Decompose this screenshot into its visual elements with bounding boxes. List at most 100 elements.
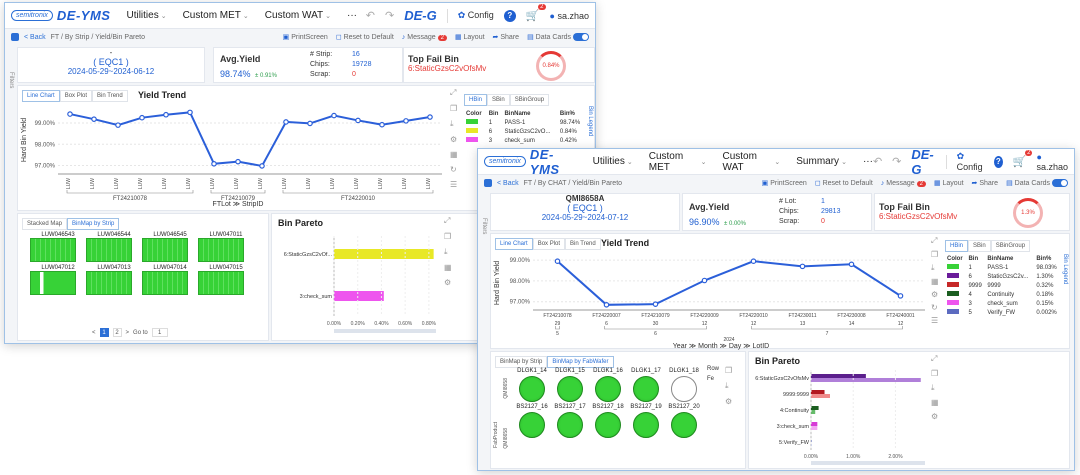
menu-custom-met[interactable]: Custom MET ⌄ [648, 150, 707, 173]
wafer-map[interactable] [633, 412, 659, 438]
redo-icon[interactable]: ↷ [892, 156, 902, 168]
wafer-map[interactable] [671, 376, 697, 402]
copy-icon[interactable]: ❐ [725, 366, 733, 375]
undo-icon[interactable]: ↶ [872, 156, 883, 168]
strip-binmap[interactable] [86, 238, 132, 262]
strip-binmap[interactable] [142, 238, 188, 262]
message-button[interactable]: ♪ Message 2 [881, 180, 926, 187]
reset-default-button[interactable]: ◻ Reset to Default [335, 34, 394, 41]
tab-binmap-strip[interactable]: BinMap by Strip [495, 356, 548, 368]
wafer-map[interactable] [595, 376, 621, 402]
list-icon[interactable]: ☰ [931, 316, 939, 325]
printscreen-button[interactable]: ▣ PrintScreen [761, 180, 807, 187]
tab-sbin[interactable]: SBin [487, 94, 510, 106]
share-button[interactable]: ➦ Share [971, 180, 999, 187]
menu-toggle-icon[interactable] [11, 33, 19, 41]
cart-icon[interactable]: 🛒 2 [1012, 150, 1033, 168]
copy-icon[interactable]: ❐ [931, 369, 939, 378]
refresh-icon[interactable]: ↻ [931, 303, 938, 312]
download-icon[interactable]: ⤓ [450, 119, 454, 128]
menu-custom-met[interactable]: Custom MET ⌄ [182, 10, 249, 21]
filters-tab[interactable]: Filters [8, 71, 14, 89]
de-g-logo[interactable]: DE-G [404, 8, 437, 23]
data-cards-toggle[interactable]: ▤ Data Cards [527, 33, 589, 42]
copy-icon[interactable]: ❐ [444, 232, 452, 241]
strip-binmap[interactable] [198, 238, 244, 262]
back-link[interactable]: < Back [497, 179, 519, 187]
tab-bin-trend[interactable]: Bin Trend [565, 238, 601, 250]
pareto-chart[interactable]: 6:StaticGzsC2vOf... 3:check_sum 0.00% 0.20%… [272, 230, 442, 336]
bin-legend-tab[interactable]: Bin Legend [587, 106, 593, 137]
config-button[interactable]: ✿ Config [956, 151, 983, 172]
settings-icon[interactable]: ⚙ [450, 135, 458, 144]
message-button[interactable]: ♪ Message 2 [402, 34, 447, 41]
list-icon[interactable]: ☰ [450, 180, 458, 189]
tab-stacked-map[interactable]: Stacked Map [22, 218, 68, 230]
layout-button[interactable]: ▦ Layout [933, 180, 964, 187]
settings-icon[interactable]: ⚙ [931, 412, 939, 421]
expand-icon[interactable]: ⤢ [450, 88, 457, 97]
menu-more[interactable]: ··· [862, 156, 873, 167]
menu-custom-wat[interactable]: Custom WAT ⌄ [722, 150, 781, 173]
table-icon[interactable]: ▦ [450, 150, 458, 159]
bin-legend-tab[interactable]: Bin Legend [1062, 254, 1068, 285]
de-g-logo[interactable]: DE-G [911, 148, 934, 177]
tab-sbingroup[interactable]: SBinGroup [990, 240, 1031, 252]
help-icon[interactable]: ? [993, 155, 1003, 168]
page-1[interactable]: 1 [99, 328, 109, 337]
tab-sbingroup[interactable]: SBinGroup [509, 94, 550, 106]
brand-title[interactable]: DE-YMS [529, 148, 560, 177]
menu-toggle-icon[interactable] [484, 179, 492, 187]
cart-icon[interactable]: 🛒 2 [525, 4, 546, 22]
wafer-map[interactable] [595, 412, 621, 438]
strip-binmap[interactable] [86, 271, 132, 295]
wafer-map[interactable] [633, 376, 659, 402]
download-icon[interactable]: ⤓ [931, 383, 935, 392]
tab-sbin[interactable]: SBin [968, 240, 991, 252]
strip-binmap[interactable] [198, 271, 244, 295]
wafer-map[interactable] [519, 376, 545, 402]
download-icon[interactable]: ⤓ [931, 263, 935, 272]
printscreen-button[interactable]: ▣ PrintScreen [282, 34, 328, 41]
goto-input[interactable]: 1 [151, 328, 168, 337]
strip-binmap[interactable] [30, 238, 76, 262]
next-page[interactable]: > [125, 329, 130, 336]
table-icon[interactable]: ▦ [931, 277, 939, 286]
tab-binmap-fabwafer[interactable]: BinMap by FabWafer [547, 356, 614, 368]
back-link[interactable]: < Back [24, 33, 46, 41]
expand-icon[interactable]: ⤢ [931, 354, 938, 363]
tab-bin-trend[interactable]: Bin Trend [92, 90, 128, 102]
redo-icon[interactable]: ↷ [385, 10, 395, 22]
yield-trend-chart[interactable]: Hard Bin Yield 99.00% 98.00% 97.00% FT242100… [491, 248, 931, 350]
user-menu[interactable]: ● sa.zhao [549, 10, 589, 21]
pareto-chart[interactable]: 6:StaticGzsC2vOfsMv 9999:9999 4:Continuity… [749, 366, 929, 466]
undo-icon[interactable]: ↶ [365, 10, 376, 22]
copy-icon[interactable]: ❐ [931, 250, 939, 259]
strip-binmap[interactable] [30, 271, 76, 295]
user-menu[interactable]: ● sa.zhao [1036, 151, 1069, 172]
yield-trend-chart[interactable]: Hard Bin Yield 99.00% 98.00% 97.00% LUW LUW LU… [18, 100, 448, 210]
settings-icon[interactable]: ⚙ [444, 278, 452, 287]
settings-icon[interactable]: ⚙ [931, 290, 939, 299]
wafer-map[interactable] [557, 376, 583, 402]
layout-button[interactable]: ▦ Layout [454, 34, 485, 41]
brand-title[interactable]: DE-YMS [56, 8, 111, 23]
prev-page[interactable]: < [92, 329, 96, 336]
tab-box-plot[interactable]: Box Plot [532, 238, 566, 250]
reset-default-button[interactable]: ◻ Reset to Default [814, 180, 873, 187]
tab-box-plot[interactable]: Box Plot [59, 90, 93, 102]
tab-binmap-strip[interactable]: BinMap by Strip [67, 218, 120, 230]
strip-binmap[interactable] [142, 271, 188, 295]
filters-tab[interactable]: Filters [481, 217, 487, 235]
menu-more[interactable]: ··· [347, 10, 358, 21]
menu-utilities[interactable]: Utilities ⌄ [592, 156, 633, 167]
menu-summary[interactable]: Summary ⌄ [796, 156, 847, 167]
help-icon[interactable]: ? [503, 9, 516, 22]
table-icon[interactable]: ▦ [444, 263, 452, 272]
wafer-map[interactable] [519, 412, 545, 438]
data-cards-toggle[interactable]: ▤ Data Cards [1006, 179, 1068, 188]
config-button[interactable]: ✿ Config [457, 10, 494, 20]
menu-utilities[interactable]: Utilities ⌄ [126, 10, 167, 21]
tab-line-chart[interactable]: Line Chart [22, 90, 60, 102]
refresh-icon[interactable]: ↻ [450, 165, 457, 174]
